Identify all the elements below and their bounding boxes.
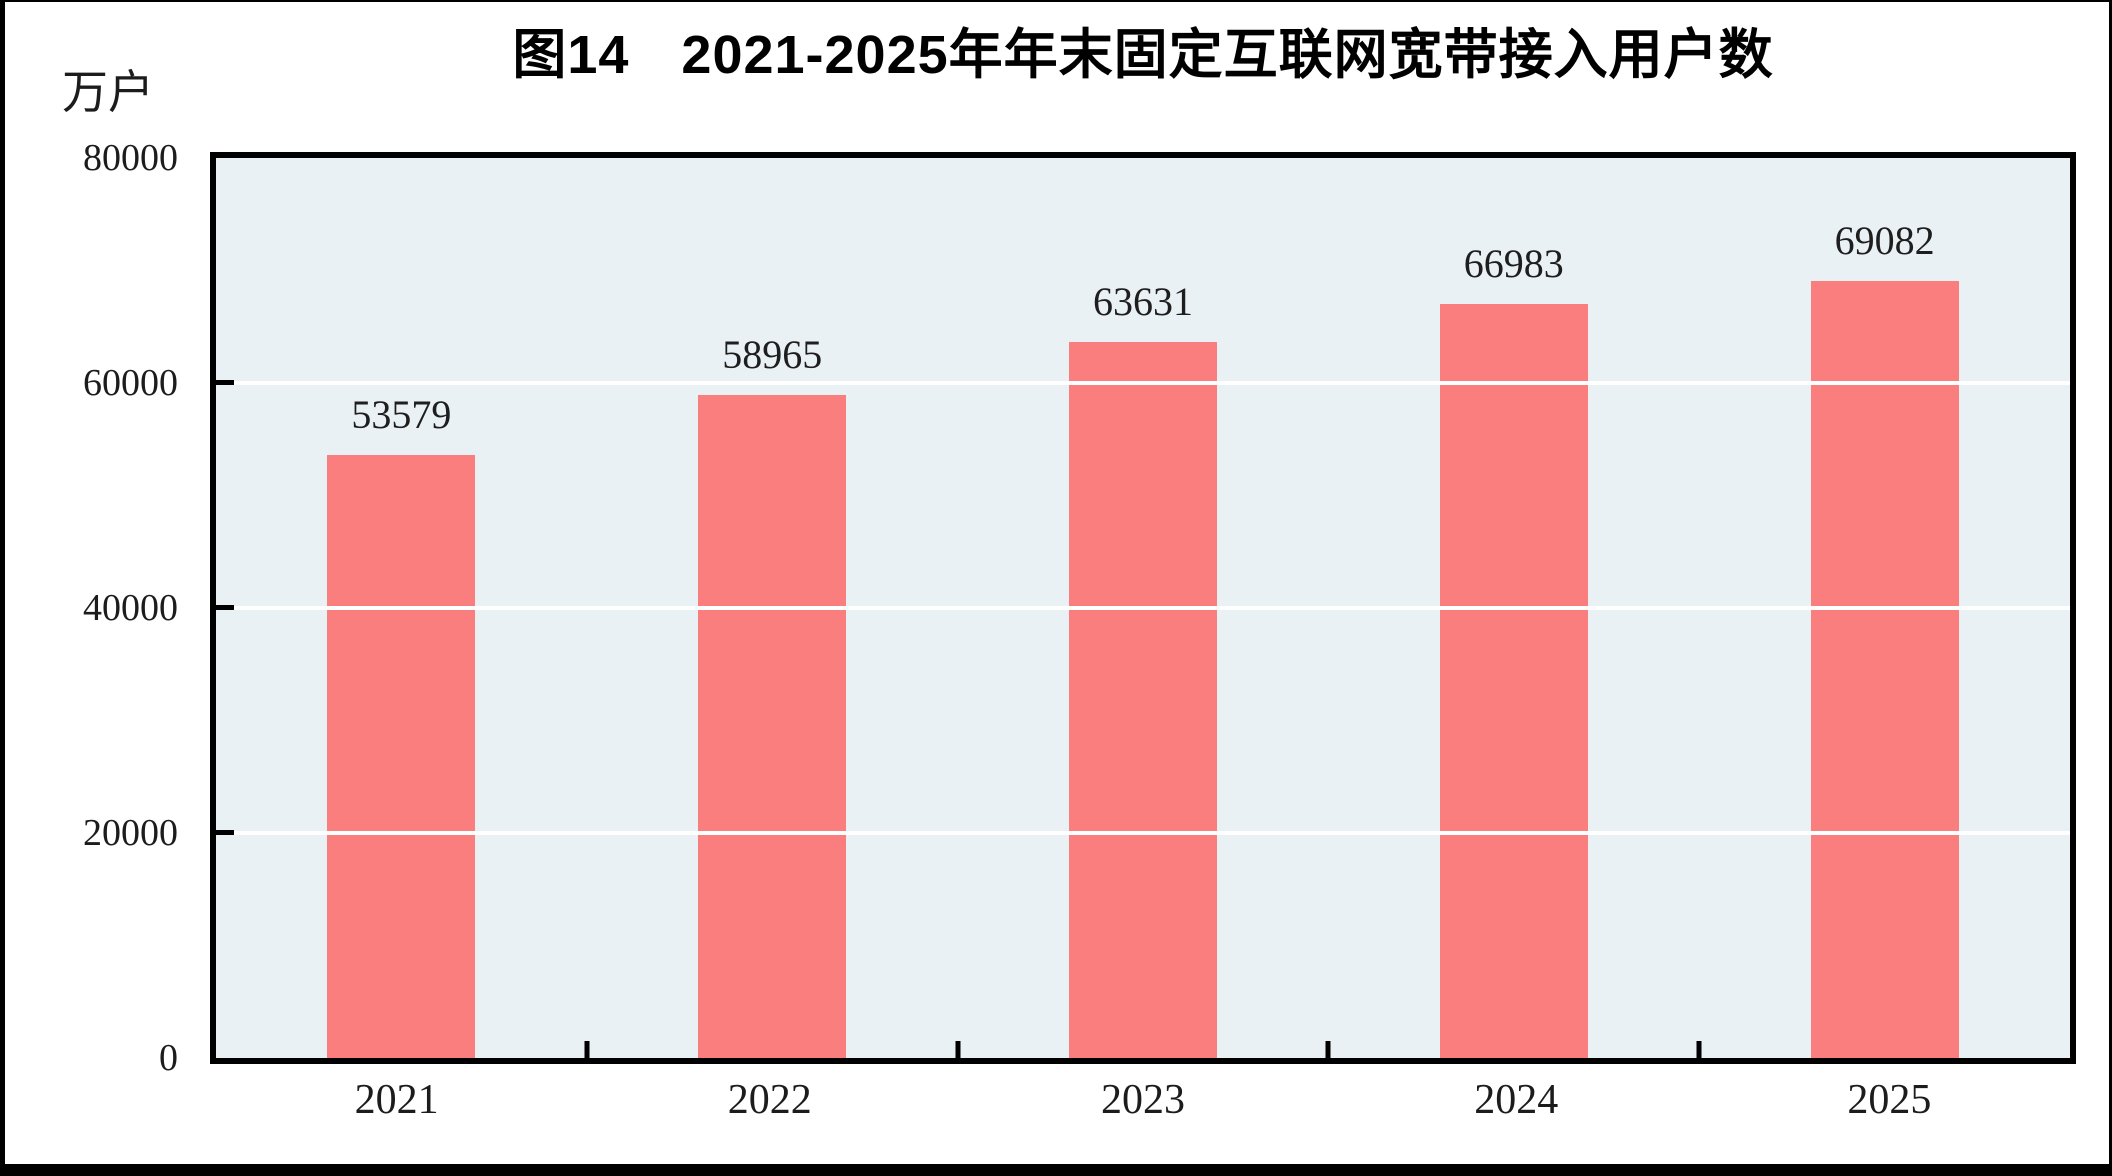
x-tick-label-2023: 2023 xyxy=(1101,1077,1185,1123)
bar-series: 53579 58965 63631 66983 69082 xyxy=(216,158,2070,1058)
y-tick-mark-40000 xyxy=(216,605,234,610)
chart-title-figure-number: 图14 xyxy=(512,25,630,85)
bar-2021 xyxy=(327,455,476,1058)
page-border-left xyxy=(0,0,5,1176)
bar-group-2022: 58965 xyxy=(587,158,958,1058)
page-border-top xyxy=(0,0,2112,2)
gridline-40000 xyxy=(216,606,2070,610)
plot-area: 53579 58965 63631 66983 69082 xyxy=(210,152,2076,1064)
chart-title-text: 2021-2025年年末固定互联网宽带接入用户数 xyxy=(681,25,1774,85)
x-tick-mark-2 xyxy=(955,1041,961,1058)
bar-2023 xyxy=(1068,342,1217,1058)
bar-value-label-2025: 69082 xyxy=(1834,217,1935,263)
bar-value-label-2022: 58965 xyxy=(722,331,823,377)
bar-group-2023: 63631 xyxy=(958,158,1329,1058)
bar-group-2024: 66983 xyxy=(1328,158,1699,1058)
bar-group-2025: 69082 xyxy=(1699,158,2070,1058)
bar-value-label-2023: 63631 xyxy=(1092,279,1193,325)
y-tick-label-60000: 60000 xyxy=(83,362,178,404)
x-tick-mark-4 xyxy=(1696,1041,1702,1058)
page-border-bottom xyxy=(0,1164,2112,1176)
x-axis: 2021 2022 2023 2024 2025 xyxy=(210,1076,2076,1124)
page-border-right xyxy=(2109,0,2112,1176)
y-tick-label-20000: 20000 xyxy=(83,812,178,854)
x-tick-label-2024: 2024 xyxy=(1474,1077,1559,1123)
y-tick-label-40000: 40000 xyxy=(83,587,178,629)
y-tick-mark-20000 xyxy=(216,830,234,835)
x-tick-label-2025: 2025 xyxy=(1847,1077,1932,1123)
bar-2024 xyxy=(1439,304,1588,1058)
y-axis: 0 20000 40000 60000 80000 xyxy=(0,137,180,1079)
y-axis-unit-label: 万户 xyxy=(62,67,154,118)
bar-2025 xyxy=(1810,280,1959,1058)
bar-value-label-2024: 66983 xyxy=(1463,241,1564,287)
chart-title: 图14 2021-2025年年末固定互联网宽带接入用户数 xyxy=(210,10,2076,89)
bar-group-2021: 53579 xyxy=(216,158,587,1058)
x-tick-mark-1 xyxy=(584,1041,590,1058)
y-tick-mark-60000 xyxy=(216,380,234,385)
bar-value-label-2021: 53579 xyxy=(351,392,452,438)
gridline-20000 xyxy=(216,831,2070,835)
y-tick-label-80000: 80000 xyxy=(83,137,178,179)
plot-inner: 53579 58965 63631 66983 69082 xyxy=(216,158,2070,1058)
x-tick-label-2021: 2021 xyxy=(354,1077,439,1123)
x-tick-mark-3 xyxy=(1325,1041,1331,1058)
bar-2022 xyxy=(698,394,847,1058)
gridline-60000 xyxy=(216,381,2070,385)
x-tick-label-2022: 2022 xyxy=(727,1077,812,1123)
y-tick-label-0: 0 xyxy=(159,1037,178,1079)
